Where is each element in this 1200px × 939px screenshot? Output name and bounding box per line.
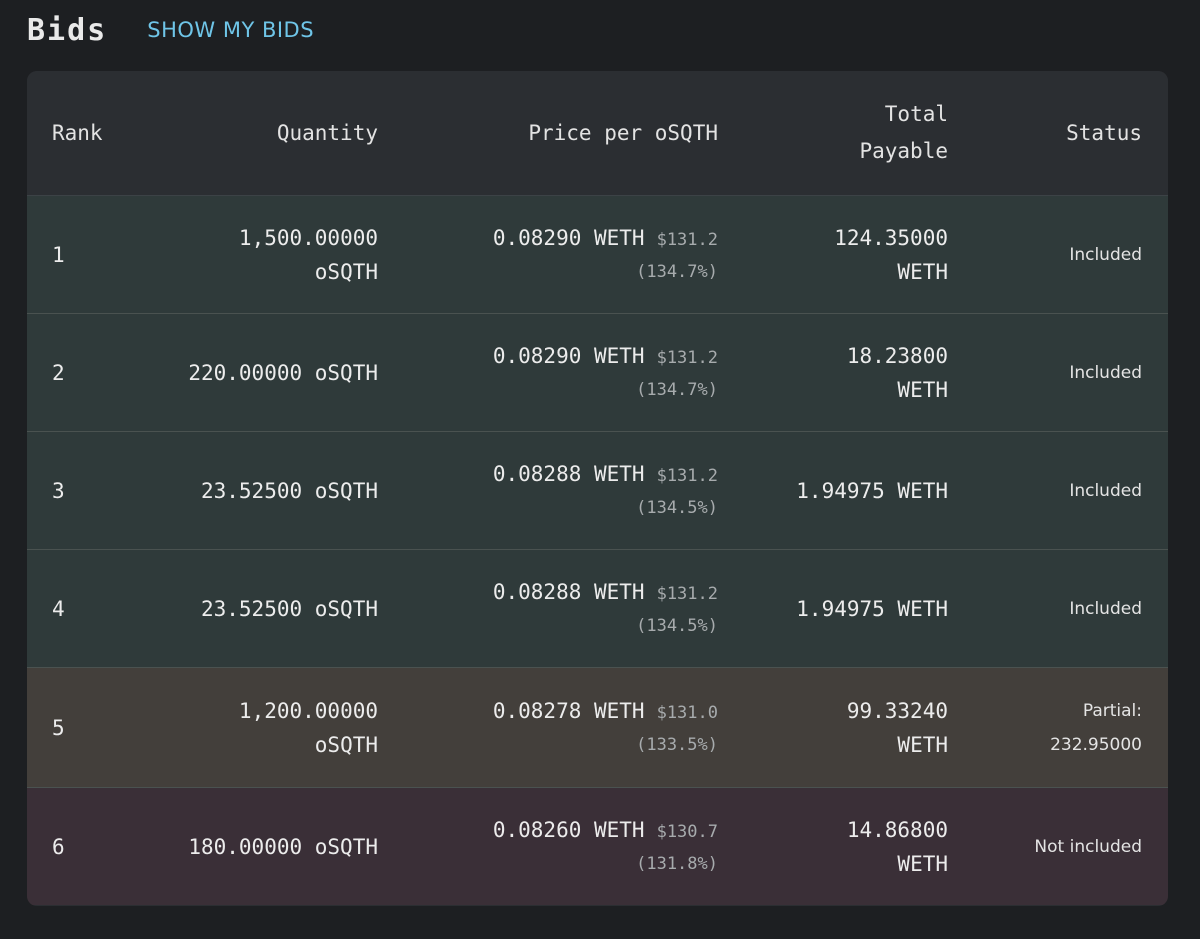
price-usd: $131.2 [656, 583, 718, 604]
price-line: 0.08290 WETH $131.2 [493, 221, 718, 255]
total-value: 1.94975 WETH [796, 478, 948, 503]
page-title: Bids [27, 12, 108, 48]
quantity-unit: oSQTH [314, 732, 378, 757]
column-header-status: Status [1066, 120, 1142, 145]
header-total-cell: Total Payable [728, 71, 948, 195]
price-weth: 0.08290 WETH [492, 343, 645, 368]
price-weth: 0.08260 WETH [492, 817, 645, 842]
price-weth: 0.08288 WETH [492, 579, 645, 604]
rank-value: 6 [52, 834, 65, 859]
header-status-cell: Status [952, 71, 1142, 195]
bids-header: Bids SHOW MY BIDS [27, 10, 314, 50]
price-usd: $131.2 [656, 347, 718, 368]
status-badge: Included [1069, 598, 1142, 619]
table-row: 2 220.00000 oSQTH 0.08290 WETH $131.2 (1… [27, 314, 1168, 432]
column-header-quantity: Quantity [276, 120, 378, 145]
price-line: 0.08278 WETH $131.0 [493, 694, 718, 728]
header-rank-cell: Rank [52, 71, 152, 195]
total-value: 1.94975 WETH [796, 596, 948, 621]
table-row: 1 1,500.00000 oSQTH 0.08290 WETH $131.2 … [27, 196, 1168, 314]
total-unit: WETH [897, 851, 948, 876]
price-line: 0.08288 WETH $131.2 [493, 575, 718, 609]
quantity-value: 1,500.00000 [238, 225, 378, 250]
total-value: 124.35000 [834, 225, 948, 250]
price-premium: (133.5%) [636, 734, 718, 755]
quantity-unit: oSQTH [314, 259, 378, 284]
price-line: 0.08260 WETH $130.7 [493, 813, 718, 847]
show-my-bids-link[interactable]: SHOW MY BIDS [147, 18, 315, 42]
bids-table: Rank Quantity Price per oSQTH Total Paya… [27, 71, 1168, 906]
price-usd: $131.0 [656, 702, 718, 723]
header-quantity-cell: Quantity [78, 71, 378, 195]
total-value: 14.86800 [846, 817, 948, 842]
price-weth: 0.08288 WETH [492, 461, 645, 486]
column-header-rank: Rank [52, 120, 103, 145]
total-value: 18.23800 [846, 343, 948, 368]
price-weth: 0.08278 WETH [492, 698, 645, 723]
quantity-value: 220.00000 oSQTH [188, 360, 378, 385]
quantity-value: 23.52500 oSQTH [200, 596, 378, 621]
rank-value: 1 [52, 242, 65, 267]
rank-value: 2 [52, 360, 65, 385]
price-usd: $131.2 [656, 229, 718, 250]
price-premium: (134.7%) [636, 379, 718, 400]
rank-value: 5 [52, 715, 65, 740]
table-row: 5 1,200.00000 oSQTH 0.08278 WETH $131.0 … [27, 668, 1168, 788]
quantity-value: 180.00000 oSQTH [188, 834, 378, 859]
table-row: 3 23.52500 oSQTH 0.08288 WETH $131.2 (13… [27, 432, 1168, 550]
table-header-row: Rank Quantity Price per oSQTH Total Paya… [27, 71, 1168, 196]
total-unit: WETH [897, 377, 948, 402]
status-badge: Included [1069, 362, 1142, 383]
column-header-total-line2: Payable [859, 139, 948, 163]
quantity-value: 1,200.00000 [238, 698, 378, 723]
price-usd: $130.7 [656, 821, 718, 842]
price-line: 0.08288 WETH $131.2 [493, 457, 718, 491]
status-badge: Partial: [1082, 700, 1142, 721]
table-row: 4 23.52500 oSQTH 0.08288 WETH $131.2 (13… [27, 550, 1168, 668]
partial-amount: 232.95000 [1050, 734, 1142, 755]
quantity-value: 23.52500 oSQTH [200, 478, 378, 503]
price-premium: (131.8%) [636, 853, 718, 874]
total-unit: WETH [897, 732, 948, 757]
rank-value: 3 [52, 478, 65, 503]
price-premium: (134.5%) [636, 615, 718, 636]
price-line: 0.08290 WETH $131.2 [493, 339, 718, 373]
price-premium: (134.7%) [636, 261, 718, 282]
price-usd: $131.2 [656, 465, 718, 486]
column-header-total-line1: Total [884, 102, 948, 126]
price-premium: (134.5%) [636, 497, 718, 518]
total-unit: WETH [897, 259, 948, 284]
rank-value: 4 [52, 596, 65, 621]
header-price-cell: Price per oSQTH [398, 71, 718, 195]
table-row: 6 180.00000 oSQTH 0.08260 WETH $130.7 (1… [27, 788, 1168, 905]
price-weth: 0.08290 WETH [492, 225, 645, 250]
total-value: 99.33240 [846, 698, 948, 723]
status-badge: Included [1069, 244, 1142, 265]
status-badge: Not included [1034, 836, 1142, 857]
status-badge: Included [1069, 480, 1142, 501]
column-header-price: Price per oSQTH [528, 120, 718, 145]
